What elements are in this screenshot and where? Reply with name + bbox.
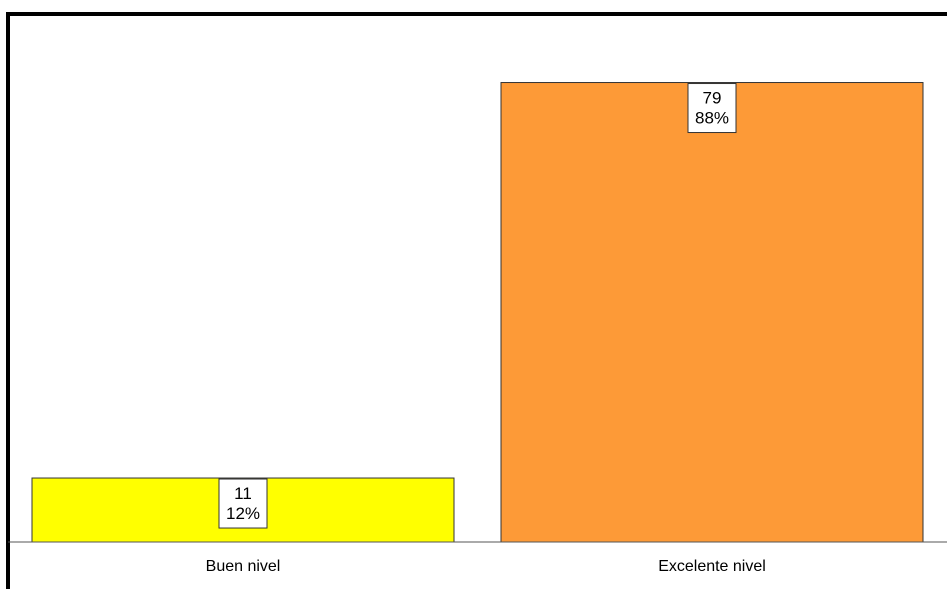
- x-tick-labels-group: Buen nivel Excelente nivel: [206, 558, 766, 575]
- data-label-percent-excelente-nivel: 88%: [695, 109, 729, 128]
- data-label-count-excelente-nivel: 79: [703, 89, 722, 108]
- data-label-box-excelente-nivel: [687, 83, 737, 134]
- bar-excelente-nivel: [500, 82, 924, 543]
- bars-group: [31, 82, 924, 543]
- data-label-box-buen-nivel: [218, 478, 268, 529]
- data-label-percent-buen-nivel: 12%: [226, 504, 260, 523]
- data-label-count-buen-nivel: 11: [234, 484, 252, 503]
- x-tick-label-excelente-nivel: Excelente nivel: [658, 558, 766, 575]
- x-tick-label-buen-nivel: Buen nivel: [206, 558, 281, 575]
